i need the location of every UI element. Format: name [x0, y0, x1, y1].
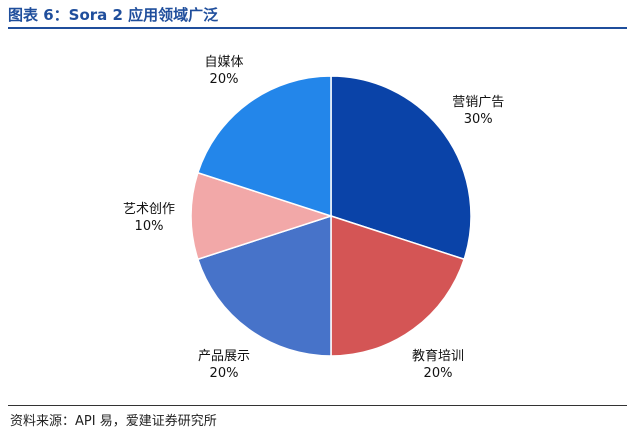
slice-label-1: 教育培训 — [412, 348, 464, 364]
figure-title: 图表 6：Sora 2 应用领域广泛 — [8, 6, 219, 24]
slice-label-3: 艺术创作 — [123, 202, 175, 217]
slice-value-0: 30% — [464, 112, 493, 127]
source-rule — [8, 405, 627, 406]
title-rule — [8, 27, 627, 29]
pie-slice-4 — [196, 75, 332, 218]
slice-value-4: 20% — [210, 72, 239, 87]
slice-value-2: 20% — [210, 366, 239, 381]
pie-slice-2 — [196, 214, 332, 357]
slice-label-4: 自媒体 — [204, 55, 243, 70]
pie-slice-1 — [330, 214, 466, 357]
source-note: 资料来源：API 易，爱建证券研究所 — [10, 414, 217, 429]
slice-label-2: 产品展示 — [198, 349, 250, 364]
pie-slice-3 — [190, 171, 334, 261]
slice-label-0: 营销广告 — [452, 95, 504, 110]
pie-slice-0 — [330, 75, 472, 261]
slice-value-1: 20% — [424, 366, 453, 381]
slice-value-3: 10% — [135, 219, 164, 234]
